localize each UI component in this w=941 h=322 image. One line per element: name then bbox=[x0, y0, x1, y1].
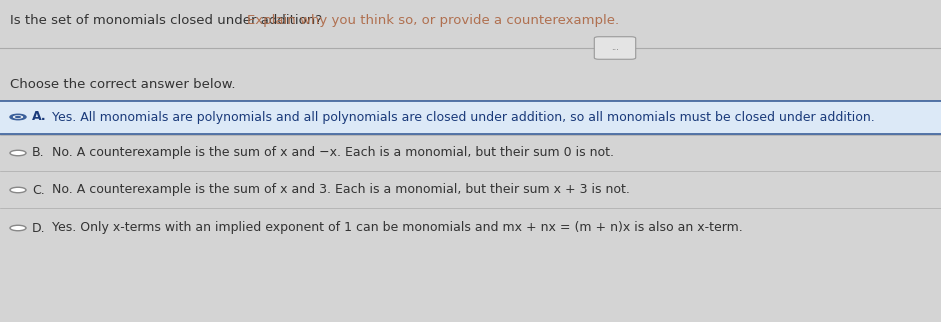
Text: B.: B. bbox=[32, 147, 44, 159]
Bar bbox=[0, 101, 941, 134]
Circle shape bbox=[10, 187, 26, 193]
Text: ...: ... bbox=[611, 43, 619, 52]
Text: D.: D. bbox=[32, 222, 45, 234]
Circle shape bbox=[10, 225, 26, 231]
Text: C.: C. bbox=[32, 184, 45, 196]
Circle shape bbox=[10, 114, 26, 120]
Text: Explain why you think so, or provide a counterexample.: Explain why you think so, or provide a c… bbox=[247, 14, 619, 27]
Text: Is the set of monomials closed under addition?: Is the set of monomials closed under add… bbox=[10, 14, 327, 27]
Text: Yes. Only x-terms with an implied exponent of 1 can be monomials and mx + nx = (: Yes. Only x-terms with an implied expone… bbox=[52, 222, 742, 234]
Text: A.: A. bbox=[32, 110, 47, 124]
FancyBboxPatch shape bbox=[595, 37, 636, 59]
Circle shape bbox=[10, 150, 26, 156]
Text: Choose the correct answer below.: Choose the correct answer below. bbox=[10, 78, 235, 91]
Text: No. A counterexample is the sum of x and 3. Each is a monomial, but their sum x : No. A counterexample is the sum of x and… bbox=[52, 184, 630, 196]
Text: Yes. All monomials are polynomials and all polynomials are closed under addition: Yes. All monomials are polynomials and a… bbox=[52, 110, 875, 124]
Circle shape bbox=[15, 116, 22, 118]
Circle shape bbox=[13, 115, 24, 119]
Text: No. A counterexample is the sum of x and −x. Each is a monomial, but their sum 0: No. A counterexample is the sum of x and… bbox=[52, 147, 614, 159]
